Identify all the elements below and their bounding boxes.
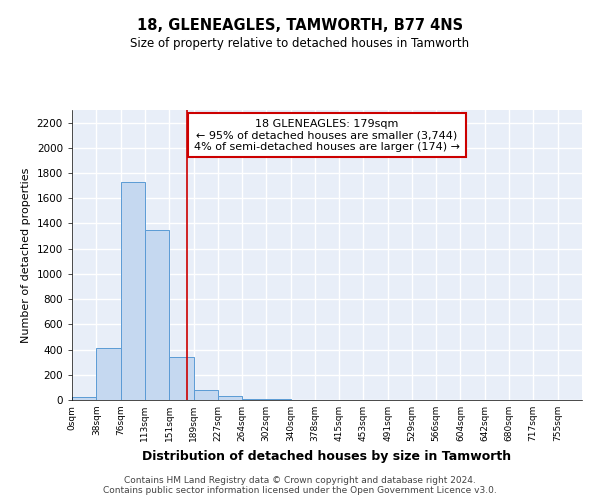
Bar [169,357,194,400]
Text: 18, GLENEAGLES, TAMWORTH, B77 4NS: 18, GLENEAGLES, TAMWORTH, B77 4NS [137,18,463,32]
Bar [242,398,266,400]
Text: Size of property relative to detached houses in Tamworth: Size of property relative to detached ho… [130,38,470,51]
Bar [194,390,218,400]
Bar [218,396,242,400]
X-axis label: Distribution of detached houses by size in Tamworth: Distribution of detached houses by size … [142,450,512,462]
Y-axis label: Number of detached properties: Number of detached properties [21,168,31,342]
Bar [97,348,121,400]
Text: Contains HM Land Registry data © Crown copyright and database right 2024.
Contai: Contains HM Land Registry data © Crown c… [103,476,497,495]
Bar [72,398,97,400]
Text: 18 GLENEAGLES: 179sqm
← 95% of detached houses are smaller (3,744)
4% of semi-de: 18 GLENEAGLES: 179sqm ← 95% of detached … [194,118,460,152]
Bar [145,230,169,400]
Bar [121,182,145,400]
